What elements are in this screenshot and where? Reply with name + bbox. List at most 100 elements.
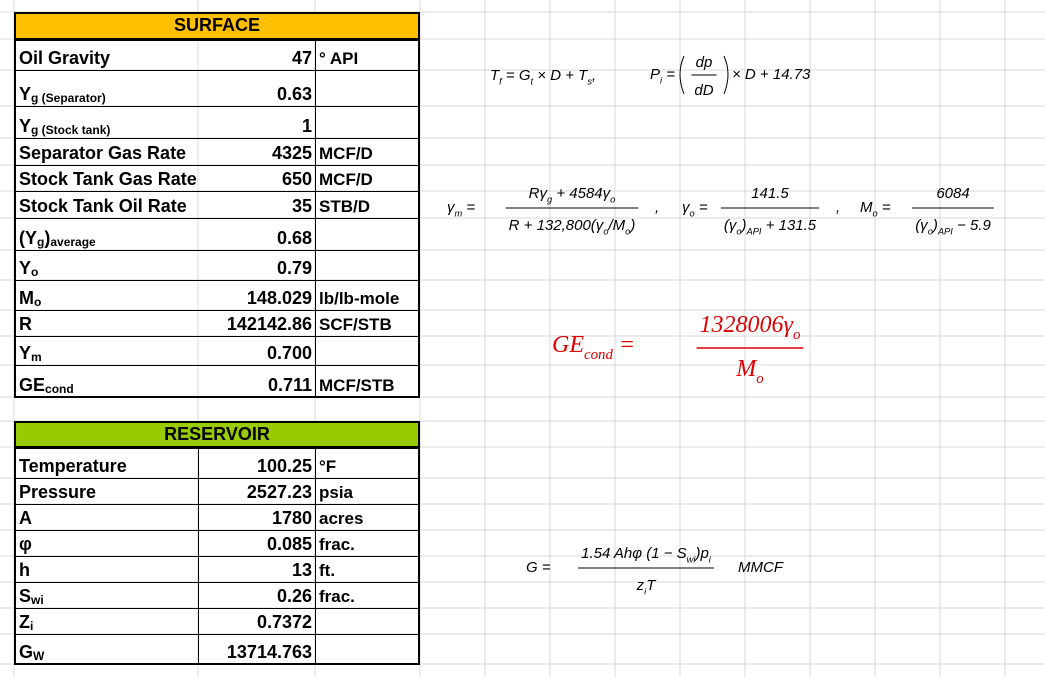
text-run: Y [19, 84, 32, 104]
row-label: GE cond [16, 365, 198, 397]
row-unit: °F [319, 457, 337, 476]
row-label: Stock Tank Gas Rate [16, 165, 198, 191]
subscript: cond [45, 382, 74, 396]
row-value: 0.085 [266, 534, 312, 554]
text-run: Z [19, 612, 30, 632]
row-unit: MCF/STB [319, 376, 395, 395]
row-line [14, 478, 420, 479]
row-label: (Y g) average [16, 218, 198, 250]
row-value: 13714.763 [226, 642, 312, 662]
row-line [14, 218, 420, 219]
row-line [14, 70, 420, 71]
row-unit: frac. [319, 535, 355, 554]
row-value: 35 [291, 196, 312, 216]
row-unit: MCF/D [319, 144, 373, 163]
row-value: 650 [281, 169, 312, 189]
subscript: o [31, 265, 39, 279]
text-run: Y [19, 258, 32, 278]
row-line [14, 608, 420, 609]
row-line [14, 582, 420, 583]
row-value: 0.700 [266, 343, 312, 363]
row-line [14, 191, 420, 192]
subscript: g (Stock tank) [31, 123, 111, 137]
row-unit: ft. [319, 561, 336, 580]
row-value: 0.711 [267, 375, 312, 395]
row-label: A [16, 504, 198, 530]
row-line [14, 504, 420, 505]
row-label: Stock Tank Oil Rate [16, 191, 198, 218]
row-line [14, 250, 420, 251]
row-unit: ° API [319, 49, 359, 68]
row-label: h [16, 556, 198, 582]
table-title: RESERVOIR [14, 421, 420, 448]
row-value: 4325 [271, 143, 312, 163]
row-value: 0.79 [276, 258, 312, 278]
row-line [14, 634, 420, 635]
column-line [198, 447, 199, 664]
text-run: Pressure [19, 482, 97, 502]
row-value: 47 [291, 48, 312, 68]
text-run: G [19, 642, 34, 662]
row-unit: psia [319, 483, 354, 502]
text-run: A [19, 508, 32, 528]
row-value: 148.029 [246, 288, 312, 308]
text-run: Y [19, 116, 32, 136]
row-value: 142142.86 [226, 314, 312, 334]
subscript: o [34, 295, 42, 309]
column-line [315, 447, 316, 664]
row-unit: lb/lb-mole [319, 289, 400, 308]
subscript: average [50, 235, 96, 249]
row-value: 2527.23 [246, 482, 312, 502]
text-run: Stock Tank Oil Rate [19, 196, 187, 216]
row-line [14, 280, 420, 281]
row-value: 0.63 [276, 84, 312, 104]
row-unit: MCF/D [319, 170, 373, 189]
row-line [14, 336, 420, 337]
subscript: g (Separator) [31, 91, 106, 105]
row-value: 1780 [271, 508, 312, 528]
row-unit: acres [319, 509, 364, 528]
row-label: φ [16, 530, 198, 556]
text-run: (Y [19, 228, 37, 248]
text-run: Temperature [19, 456, 127, 476]
row-line [14, 138, 420, 139]
row-value: 100.25 [256, 456, 312, 476]
text-run: Oil Gravity [19, 48, 111, 68]
row-line [14, 310, 420, 311]
text-run: S [19, 586, 32, 606]
subscript: g [37, 235, 45, 249]
text-run: M [19, 288, 34, 308]
row-value: 13 [291, 560, 312, 580]
text-run: h [19, 560, 30, 580]
row-value: 0.26 [276, 586, 312, 606]
text-run: GE [19, 375, 46, 395]
row-unit: SCF/STB [319, 315, 392, 334]
row-label: Pressure [16, 478, 198, 504]
subscript: m [31, 350, 42, 364]
subscript: W [33, 649, 45, 663]
row-label: R [16, 310, 198, 336]
text-run: Separator Gas Rate [19, 143, 187, 163]
subscript: i [30, 619, 34, 633]
row-unit: frac. [319, 587, 355, 606]
row-label: Temperature [16, 447, 198, 478]
row-line [14, 365, 420, 366]
table-title: SURFACE [14, 12, 420, 40]
row-line [14, 165, 420, 166]
row-value: 1 [301, 116, 312, 136]
row-value: 0.7372 [256, 612, 312, 632]
text-run: R [19, 314, 32, 334]
row-unit: STB/D [319, 197, 370, 216]
text-run: φ [19, 534, 32, 554]
subscript: wi [31, 593, 44, 607]
